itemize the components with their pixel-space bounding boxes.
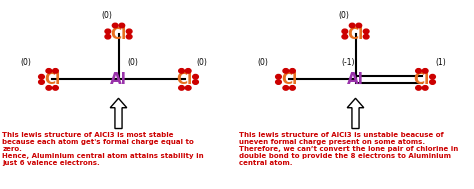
Circle shape — [38, 74, 45, 79]
Text: (1): (1) — [436, 58, 446, 67]
Text: Cl: Cl — [347, 26, 364, 42]
Circle shape — [429, 80, 435, 84]
Circle shape — [119, 23, 125, 28]
Circle shape — [46, 69, 52, 73]
Text: Al: Al — [347, 72, 364, 87]
Circle shape — [283, 86, 289, 90]
Circle shape — [192, 74, 199, 79]
Text: Cl: Cl — [110, 26, 127, 42]
Circle shape — [283, 69, 289, 73]
Text: Cl: Cl — [44, 72, 60, 87]
Circle shape — [356, 23, 362, 28]
Circle shape — [126, 29, 132, 34]
Text: Al: Al — [110, 72, 127, 87]
Circle shape — [185, 86, 191, 90]
Text: Cl: Cl — [177, 72, 193, 87]
Circle shape — [126, 34, 132, 39]
Circle shape — [290, 69, 295, 73]
Circle shape — [349, 23, 355, 28]
Text: (-1): (-1) — [342, 58, 355, 67]
Circle shape — [363, 29, 369, 34]
Circle shape — [290, 86, 295, 90]
Circle shape — [342, 34, 348, 39]
Circle shape — [179, 69, 184, 73]
Text: Cl: Cl — [281, 72, 297, 87]
Text: (0): (0) — [101, 11, 112, 20]
Text: Cl: Cl — [414, 72, 430, 87]
Circle shape — [276, 74, 282, 79]
PathPatch shape — [110, 98, 127, 129]
Circle shape — [105, 34, 110, 39]
Circle shape — [429, 74, 435, 79]
Circle shape — [342, 29, 348, 34]
Text: (0): (0) — [338, 11, 349, 20]
Circle shape — [276, 80, 282, 84]
Circle shape — [422, 69, 428, 73]
Circle shape — [422, 86, 428, 90]
Text: (0): (0) — [196, 58, 207, 67]
Circle shape — [185, 69, 191, 73]
Circle shape — [192, 80, 199, 84]
Circle shape — [179, 86, 184, 90]
Circle shape — [38, 80, 45, 84]
Circle shape — [105, 29, 110, 34]
Circle shape — [416, 69, 421, 73]
Text: This lewis structure of AlCl3 is most stable
because each atom get's formal char: This lewis structure of AlCl3 is most st… — [2, 132, 204, 166]
Circle shape — [363, 34, 369, 39]
Text: This lewis structure of AlCl3 is unstable beacuse of
uneven formal charge presen: This lewis structure of AlCl3 is unstabl… — [239, 132, 459, 166]
Circle shape — [112, 23, 118, 28]
Text: (0): (0) — [128, 58, 138, 67]
Circle shape — [53, 69, 58, 73]
Circle shape — [416, 86, 421, 90]
Text: (0): (0) — [258, 58, 268, 67]
Circle shape — [46, 86, 52, 90]
Circle shape — [53, 86, 58, 90]
Text: (0): (0) — [21, 58, 31, 67]
PathPatch shape — [347, 98, 364, 129]
